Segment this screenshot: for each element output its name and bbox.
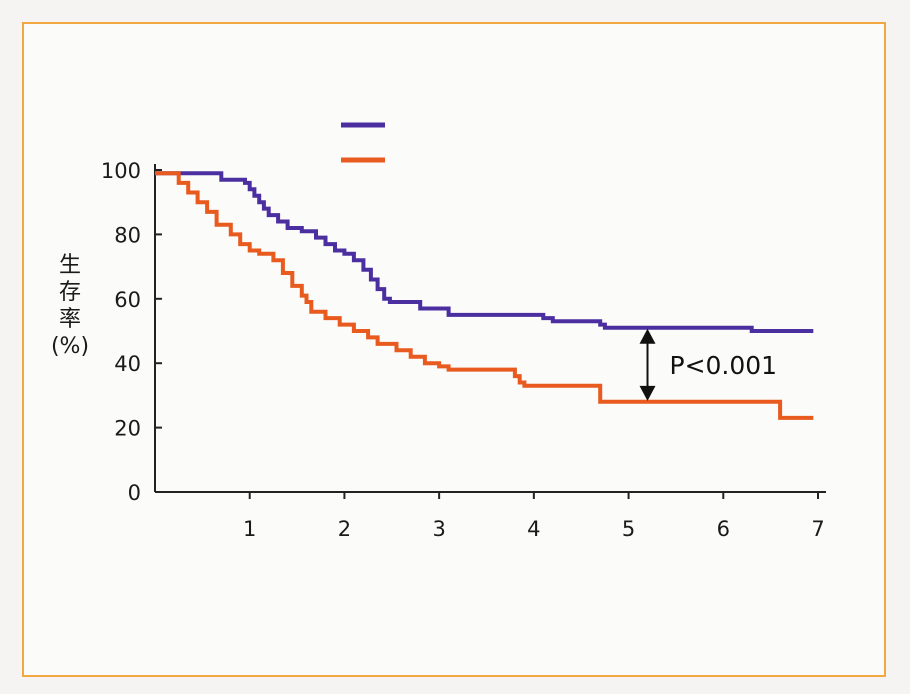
- series-line-2: [155, 171, 814, 420]
- x-tick-label: 2: [338, 517, 351, 541]
- x-tick-label: 4: [527, 517, 540, 541]
- y-tick-label: 80: [114, 223, 141, 247]
- y-tick-label: 60: [114, 288, 141, 312]
- y-axis-label: 率: [59, 307, 81, 332]
- annotation-arrow-head-up: [639, 328, 656, 344]
- y-axis-label: 生: [59, 253, 81, 278]
- x-tick-label: 3: [432, 517, 445, 541]
- y-tick-label: 0: [128, 481, 141, 505]
- annotation-arrow-head-down: [639, 385, 656, 401]
- chart-frame: [22, 22, 886, 677]
- y-tick-label: 100: [101, 159, 141, 183]
- x-tick-label: 6: [717, 517, 730, 541]
- p-value-label: P<0.001: [670, 351, 778, 380]
- x-tick-label: 5: [622, 517, 635, 541]
- y-axis-label: (%): [51, 334, 89, 359]
- y-axis-label: 存: [59, 280, 81, 305]
- y-tick-label: 40: [114, 352, 141, 376]
- x-tick-label: 1: [243, 517, 256, 541]
- y-tick-label: 20: [114, 417, 141, 441]
- x-tick-label: 7: [811, 517, 824, 541]
- series-line-1: [155, 171, 814, 333]
